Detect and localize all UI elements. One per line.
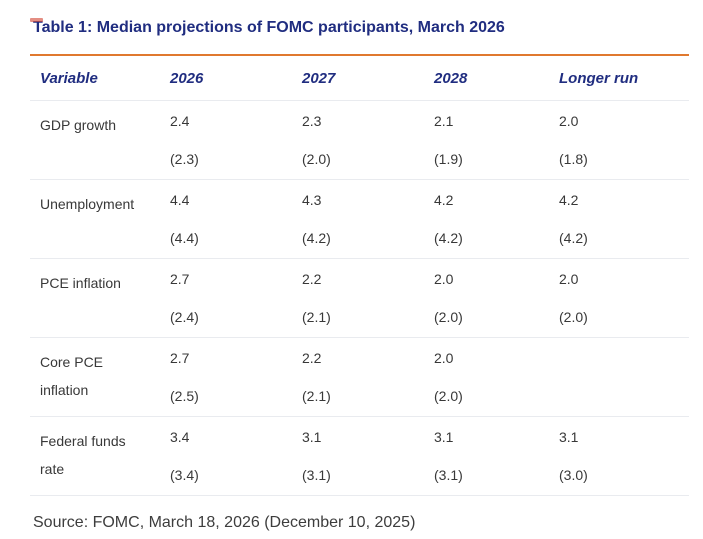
col-header-variable: Variable (40, 70, 98, 87)
value-cell: 2.4 (170, 113, 190, 129)
col-header-2026: 2026 (170, 70, 204, 87)
previous-value-cell: (2.1) (302, 309, 331, 325)
value-cell: 2.0 (434, 350, 454, 366)
value-cell: 2.1 (434, 113, 454, 129)
previous-value-cell: (2.0) (559, 309, 588, 325)
previous-value-cell: (2.0) (434, 309, 463, 325)
previous-value-cell: (2.5) (170, 388, 199, 404)
previous-value-cell: (4.2) (302, 230, 331, 246)
value-cell: 3.1 (434, 429, 454, 445)
red-annotation-mark (30, 18, 43, 22)
source-note: Source: FOMC, March 18, 2026 (December 1… (33, 514, 416, 531)
value-cell: 3.4 (170, 429, 190, 445)
previous-value-cell: (2.0) (434, 388, 463, 404)
table-title: Table 1: Median projections of FOMC part… (33, 19, 505, 36)
value-cell: 4.3 (302, 192, 322, 208)
previous-value-cell: (2.0) (302, 151, 331, 167)
table-row-federal-funds-rate: Federal funds rate 3.4 3.1 3.1 3.1 (3.4)… (30, 417, 689, 496)
col-header-2027: 2027 (302, 70, 336, 87)
value-cell: 3.1 (302, 429, 322, 445)
table-row-unemployment: Unemployment 4.4 4.3 4.2 4.2 (4.4) (4.2)… (30, 180, 689, 259)
previous-value-cell: (2.4) (170, 309, 199, 325)
row-variable-label: Core PCE inflation (40, 354, 104, 398)
table-header-row: Variable 2026 2027 2028 Longer run (30, 56, 689, 101)
previous-value-cell: (3.4) (170, 467, 199, 483)
value-cell: 2.7 (170, 350, 190, 366)
previous-value-cell: (4.4) (170, 230, 199, 246)
table-row-pce-inflation: PCE inflation 2.7 2.2 2.0 2.0 (2.4) (2.1… (30, 259, 689, 338)
previous-value-cell (559, 386, 689, 406)
previous-value-cell: (4.2) (559, 230, 588, 246)
previous-value-cell: (2.1) (302, 388, 331, 404)
value-cell: 2.0 (559, 113, 579, 129)
value-cell: 3.1 (559, 429, 579, 445)
previous-value-cell: (3.0) (559, 467, 588, 483)
previous-value-cell: (2.3) (170, 151, 199, 167)
row-variable-label: Unemployment (40, 196, 135, 212)
value-cell: 2.7 (170, 271, 190, 287)
previous-value-cell: (3.1) (302, 467, 331, 483)
value-cell: 2.3 (302, 113, 322, 129)
table-row-core-pce-inflation: Core PCE inflation 2.7 2.2 2.0 (2.5) (2.… (30, 338, 689, 417)
value-cell: 2.2 (302, 350, 322, 366)
col-header-longer-run: Longer run (559, 70, 639, 87)
value-cell: 4.4 (170, 192, 190, 208)
table-row-gdp-growth: GDP growth 2.4 2.3 2.1 2.0 (2.3) (2.0) (… (30, 101, 689, 180)
value-cell: 2.0 (434, 271, 454, 287)
projections-table: Variable 2026 2027 2028 Longer run GDP g… (30, 54, 689, 496)
previous-value-cell: (4.2) (434, 230, 463, 246)
value-cell (559, 348, 689, 368)
value-cell: 2.2 (302, 271, 322, 287)
value-cell: 2.0 (559, 271, 579, 287)
value-cell: 4.2 (434, 192, 454, 208)
orange-top-rule (30, 54, 689, 56)
row-variable-label: GDP growth (40, 117, 116, 133)
previous-value-cell: (3.1) (434, 467, 463, 483)
value-cell: 4.2 (559, 192, 579, 208)
previous-value-cell: (1.8) (559, 151, 588, 167)
col-header-2028: 2028 (434, 70, 468, 87)
previous-value-cell: (1.9) (434, 151, 463, 167)
row-variable-label: PCE inflation (40, 275, 121, 291)
row-variable-label: Federal funds rate (40, 433, 126, 477)
